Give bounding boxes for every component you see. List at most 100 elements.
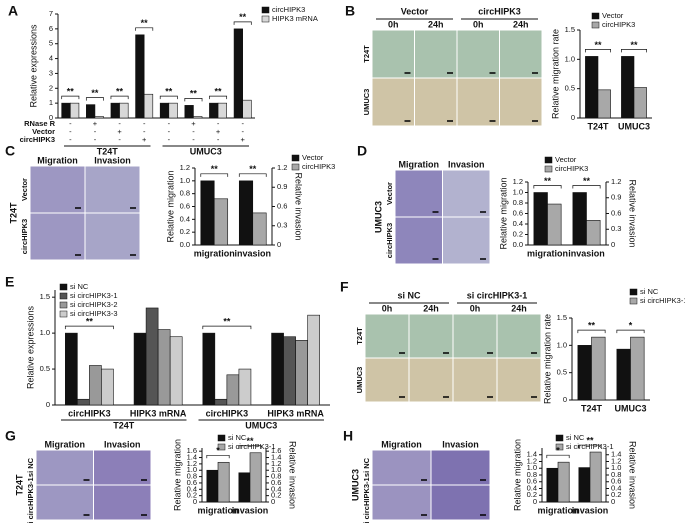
- y2-tick-label: 0.8: [611, 470, 621, 479]
- legend-label: si circHIPK3-2: [70, 300, 118, 309]
- micrograph: [497, 314, 541, 358]
- significance-bracket: [621, 49, 647, 53]
- y-tick-label: 1.2: [187, 459, 197, 468]
- y-axis-label: Relative migration: [172, 439, 182, 511]
- sign: +: [216, 127, 221, 136]
- micrograph: [500, 78, 542, 126]
- bar: [143, 93, 154, 119]
- sign: +: [240, 135, 245, 144]
- micrograph: [409, 314, 453, 358]
- bar: [159, 102, 170, 119]
- micrograph: [365, 358, 409, 402]
- y-tick-label: 0.6: [187, 478, 197, 487]
- significance-label: **: [211, 164, 219, 174]
- bar: [168, 102, 178, 119]
- significance-label: **: [165, 87, 173, 97]
- y-tick-label: 0.8: [513, 198, 523, 207]
- micrograph: [415, 78, 457, 126]
- sign: -: [217, 135, 220, 144]
- legend-swatch: [261, 6, 270, 14]
- micrograph: [85, 213, 140, 260]
- legend-label: circHIPK3: [602, 20, 635, 29]
- y-tick-label: 0.8: [187, 472, 197, 481]
- bar: [217, 102, 227, 119]
- micrograph: [30, 213, 85, 260]
- significance-label: **: [246, 436, 254, 446]
- y-tick-label: 1.0: [527, 463, 537, 472]
- bar: [61, 102, 71, 119]
- y-tick-label: 0.4: [180, 214, 190, 223]
- bar: [200, 180, 215, 246]
- sign: +: [142, 135, 147, 144]
- y-tick-label: 0: [571, 113, 575, 122]
- y2-tick-label: 1.2: [611, 456, 621, 465]
- legend-swatch: [555, 443, 564, 451]
- significance-bracket: [200, 173, 229, 177]
- y-tick-label: 3: [49, 68, 53, 77]
- column-label: 24h: [423, 303, 439, 313]
- x-tick-label: migration: [197, 505, 238, 515]
- row-label: circHIPK3: [20, 135, 55, 144]
- legend-swatch: [217, 443, 226, 451]
- bar: [145, 307, 159, 406]
- column-label: Migration: [45, 439, 86, 449]
- row-label: Vector: [385, 182, 394, 205]
- y2-tick-label: 0: [277, 240, 281, 249]
- x-tick-label: circHIPK3: [68, 408, 111, 418]
- sign: -: [69, 127, 72, 136]
- panel-letter: E: [5, 274, 14, 290]
- bar: [252, 212, 267, 246]
- legend-label: Vector: [555, 155, 577, 164]
- bar: [238, 472, 251, 503]
- micrograph: [500, 30, 542, 78]
- cell-line-label: UMUC3: [350, 469, 360, 501]
- micrograph: [94, 450, 151, 485]
- bar: [135, 34, 145, 119]
- y-tick-label: 1.0: [565, 54, 575, 63]
- significance-label: **: [86, 317, 94, 327]
- y-tick-label: 0.5: [565, 84, 575, 93]
- group-label: T24T: [97, 146, 119, 156]
- bar: [547, 203, 562, 246]
- significance-bracket: [159, 95, 178, 100]
- bar: [217, 461, 230, 503]
- cell-line-label: T24T: [8, 202, 18, 224]
- cell-line-label: UMUC3: [373, 201, 383, 233]
- y-axis-label: Relative migration: [498, 177, 508, 249]
- legend-label: si NC: [228, 433, 247, 442]
- column-label: Invasion: [442, 439, 479, 449]
- x-tick-label: HIPK3 mRNA: [267, 408, 324, 418]
- group-label: Vector: [401, 6, 429, 16]
- column-label: Invasion: [448, 159, 485, 169]
- bar: [233, 28, 243, 119]
- y2-tick-label: 0.2: [611, 490, 621, 499]
- sign: -: [217, 119, 220, 128]
- significance-label: *: [216, 446, 220, 456]
- sign: -: [192, 135, 195, 144]
- bar: [238, 180, 254, 246]
- significance-bracket: [233, 21, 252, 25]
- bar: [242, 99, 252, 119]
- bar: [206, 469, 219, 503]
- sign: +: [117, 127, 122, 136]
- bar: [577, 345, 592, 401]
- y-axis-label: Relative migration: [165, 170, 175, 242]
- y-tick-label: 1.5: [565, 25, 575, 34]
- bar: [184, 105, 194, 119]
- micrograph: [443, 170, 490, 217]
- bar: [589, 451, 602, 503]
- y-tick-label: 5: [49, 39, 53, 48]
- y2-tick-label: 1.2: [611, 177, 621, 186]
- row-label: si circHIPK3-1: [362, 477, 371, 523]
- x-tick-label: invasion: [232, 505, 269, 515]
- y-axis-label: Relative migration rate: [542, 314, 552, 404]
- bar: [94, 116, 104, 119]
- column-label: Migration: [37, 155, 78, 165]
- bar: [119, 102, 129, 119]
- y-tick-label: 0.6: [513, 208, 523, 217]
- bar: [110, 102, 120, 119]
- column-label: 0h: [470, 303, 481, 313]
- y2-tick-label: 0: [611, 497, 615, 506]
- significance-bracket: [578, 444, 602, 449]
- legend-swatch: [59, 301, 68, 309]
